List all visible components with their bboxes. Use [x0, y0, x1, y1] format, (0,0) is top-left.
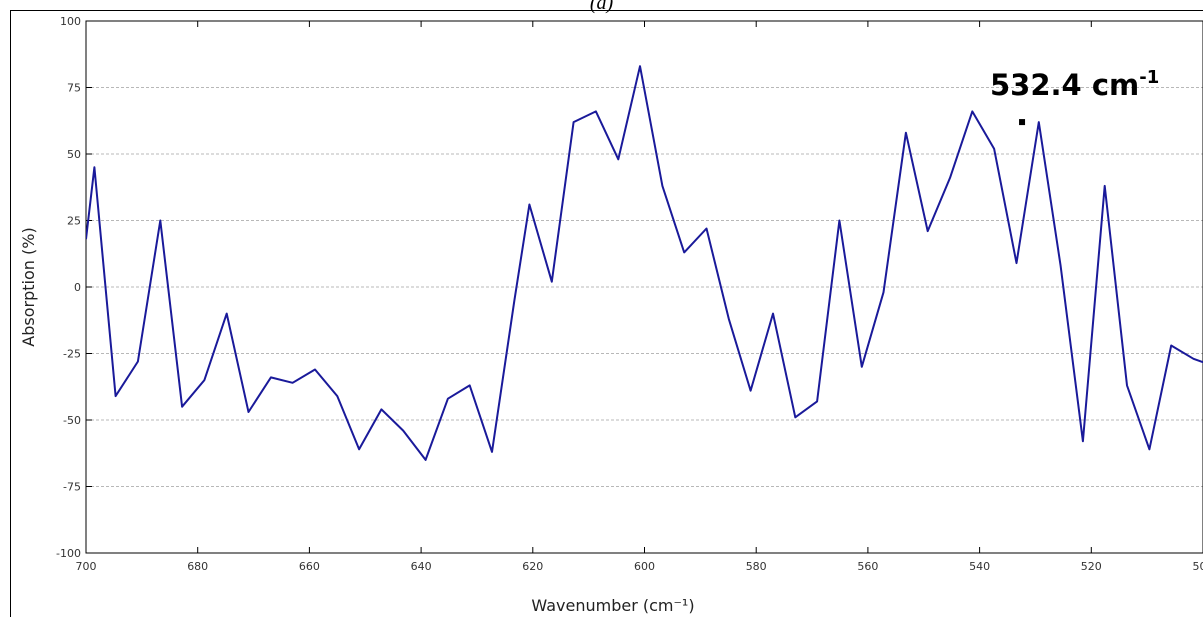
x-tick-label-7: 560	[857, 560, 878, 573]
x-tick-label-5: 600	[634, 560, 655, 573]
y-tick-label-2: 50	[67, 148, 81, 161]
x-tick-label-2: 660	[299, 560, 320, 573]
annotation-superscript: -1	[1139, 67, 1159, 88]
annotation-label: 532.4 cm-1	[990, 67, 1159, 102]
y-tick-label-1: 75	[67, 82, 81, 95]
x-tick-label-4: 620	[522, 560, 543, 573]
y-tick-label-5: -25	[63, 348, 81, 361]
x-tick-label-1: 680	[187, 560, 208, 573]
y-tick-label-4: 0	[74, 281, 81, 294]
x-tick-label-6: 580	[746, 560, 767, 573]
annotation-value: 532.4 cm	[990, 68, 1139, 102]
figure-border-top	[10, 10, 1203, 11]
x-tick-label-0: 700	[76, 560, 97, 573]
annotation-marker	[1019, 119, 1026, 126]
annotation-layer: 532.4 cm-1	[990, 67, 1159, 126]
x-tick-label-10: 500	[1193, 560, 1203, 573]
y-tick-label-0: 100	[60, 15, 81, 28]
x-axis-label: Wavenumber (cm⁻¹)	[531, 596, 694, 615]
x-tick-label-9: 520	[1081, 560, 1102, 573]
figure-border-left	[10, 10, 11, 617]
series-line-0	[86, 65, 1203, 461]
x-tick-label-3: 640	[411, 560, 432, 573]
series-layer	[86, 65, 1203, 461]
y-tick-label-8: -100	[56, 547, 81, 560]
y-tick-label-7: -75	[63, 481, 81, 494]
y-tick-label-3: 25	[67, 215, 81, 228]
y-axis-label: Absorption (%)	[19, 227, 38, 346]
gridlines	[86, 87, 1203, 487]
y-tick-label-6: -50	[63, 414, 81, 427]
x-tick-label-8: 540	[969, 560, 990, 573]
